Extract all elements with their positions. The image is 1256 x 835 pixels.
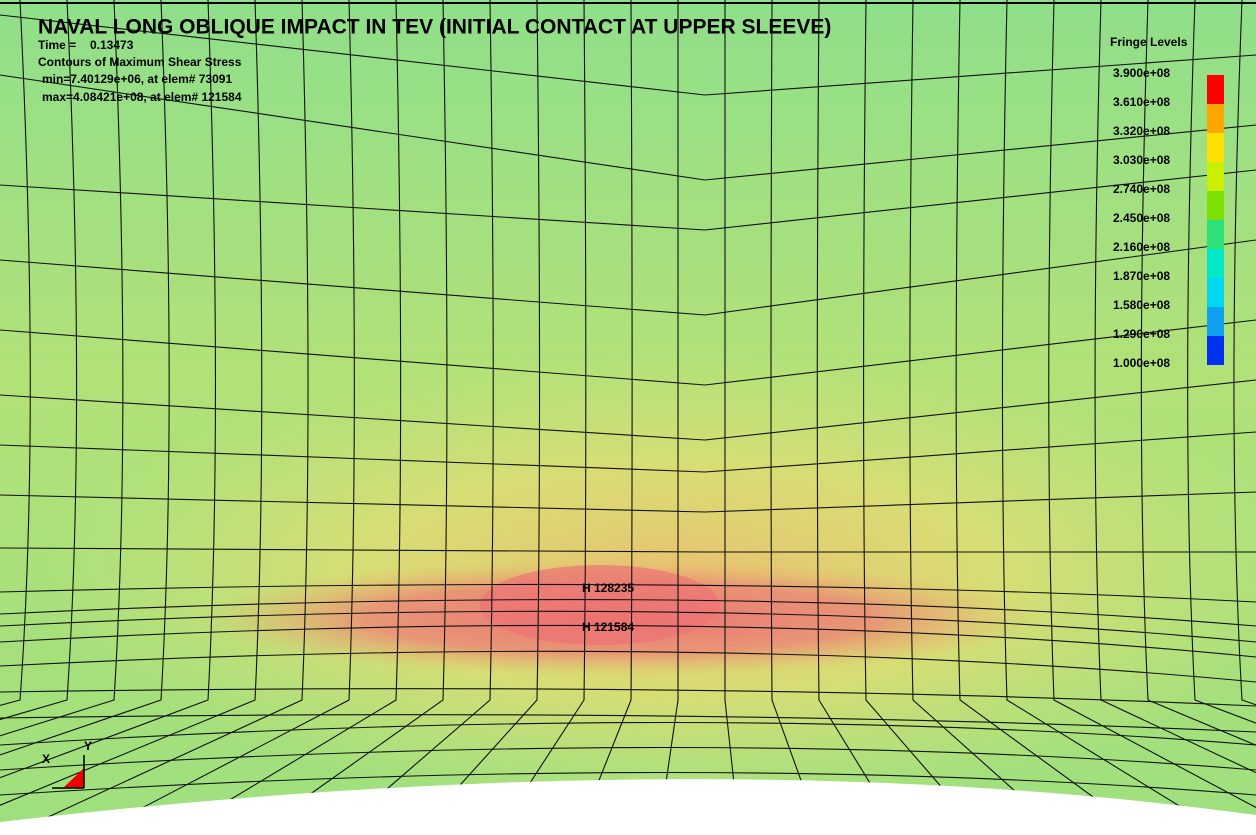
min-label: min=7.40129e+06, at elem# 73091 <box>42 72 232 86</box>
legend-label: 2.450e+08 <box>1113 211 1170 225</box>
legend-label: 1.290e+08 <box>1113 327 1170 341</box>
fea-view: NAVAL LONG OBLIQUE IMPACT IN TEV (INITIA… <box>0 0 1256 835</box>
legend-label: 3.610e+08 <box>1113 95 1170 109</box>
legend-label: 2.740e+08 <box>1113 182 1170 196</box>
legend-band <box>1207 336 1224 365</box>
annotation: H 128235 <box>582 581 634 595</box>
triad-y: Y <box>84 739 92 753</box>
legend-band <box>1207 104 1224 133</box>
contour-label: Contours of Maximum Shear Stress <box>38 55 242 69</box>
legend-band <box>1207 220 1224 249</box>
legend-label: 1.580e+08 <box>1113 298 1170 312</box>
legend-band <box>1207 307 1224 336</box>
legend-label: 3.030e+08 <box>1113 153 1170 167</box>
legend-band <box>1207 75 1224 104</box>
legend-label: 2.160e+08 <box>1113 240 1170 254</box>
triad-x: X <box>42 752 50 766</box>
legend-band <box>1207 162 1224 191</box>
legend-label: 3.900e+08 <box>1113 66 1170 80</box>
legend-label: 1.870e+08 <box>1113 269 1170 283</box>
time-label: Time = <box>38 38 76 52</box>
legend-band <box>1207 191 1224 220</box>
legend-title: Fringe Levels <box>1110 35 1188 49</box>
legend-label: 1.000e+08 <box>1113 356 1170 370</box>
time-value: 0.13473 <box>90 38 134 52</box>
annotation: H 121584 <box>582 620 634 634</box>
legend-band <box>1207 249 1224 278</box>
legend-band <box>1207 278 1224 307</box>
title: NAVAL LONG OBLIQUE IMPACT IN TEV (INITIA… <box>38 16 831 39</box>
legend-label: 3.320e+08 <box>1113 124 1170 138</box>
max-label: max=4.08421e+08, at elem# 121584 <box>42 90 242 104</box>
legend-band <box>1207 133 1224 162</box>
